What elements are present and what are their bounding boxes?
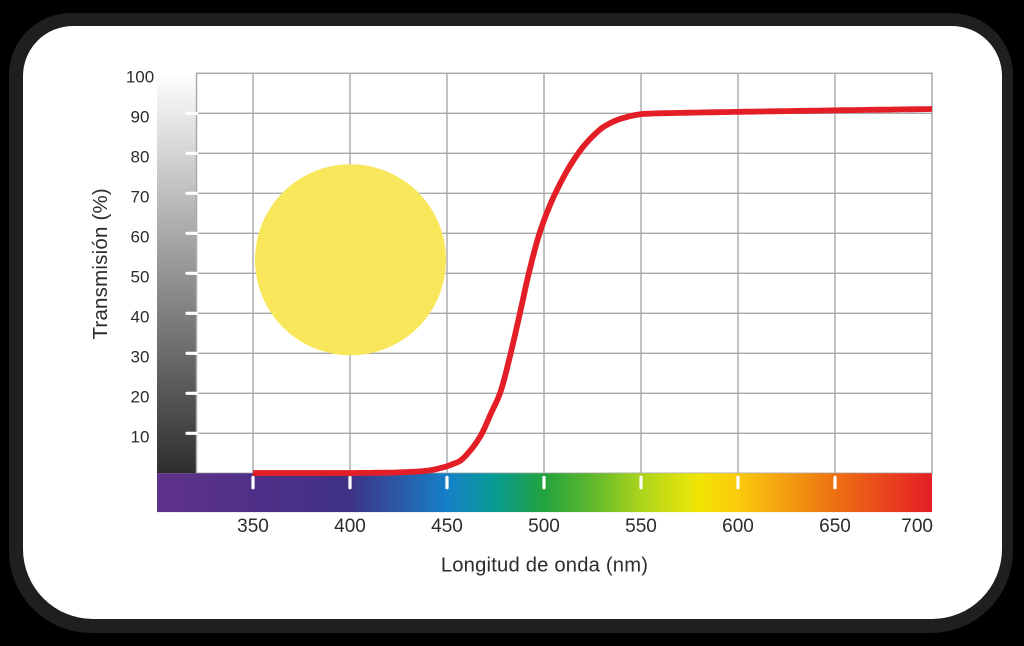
svg-text:100: 100 xyxy=(126,67,154,86)
svg-text:20: 20 xyxy=(131,387,150,406)
svg-text:40: 40 xyxy=(131,307,150,326)
svg-text:90: 90 xyxy=(131,107,150,126)
svg-text:450: 450 xyxy=(431,516,463,537)
svg-text:650: 650 xyxy=(819,516,851,537)
svg-text:550: 550 xyxy=(625,516,657,537)
svg-text:500: 500 xyxy=(528,516,560,537)
svg-text:70: 70 xyxy=(131,187,150,206)
svg-text:10: 10 xyxy=(131,427,150,446)
svg-text:60: 60 xyxy=(131,227,150,246)
svg-text:50: 50 xyxy=(131,267,150,286)
svg-text:Transmisión (%): Transmisión (%) xyxy=(89,188,112,339)
svg-text:30: 30 xyxy=(131,347,150,366)
svg-text:600: 600 xyxy=(722,516,754,537)
svg-text:Longitud de onda (nm): Longitud de onda (nm) xyxy=(441,554,648,576)
svg-text:350: 350 xyxy=(237,516,269,537)
svg-text:400: 400 xyxy=(334,516,366,537)
svg-text:700: 700 xyxy=(901,516,933,537)
svg-text:80: 80 xyxy=(131,147,150,166)
